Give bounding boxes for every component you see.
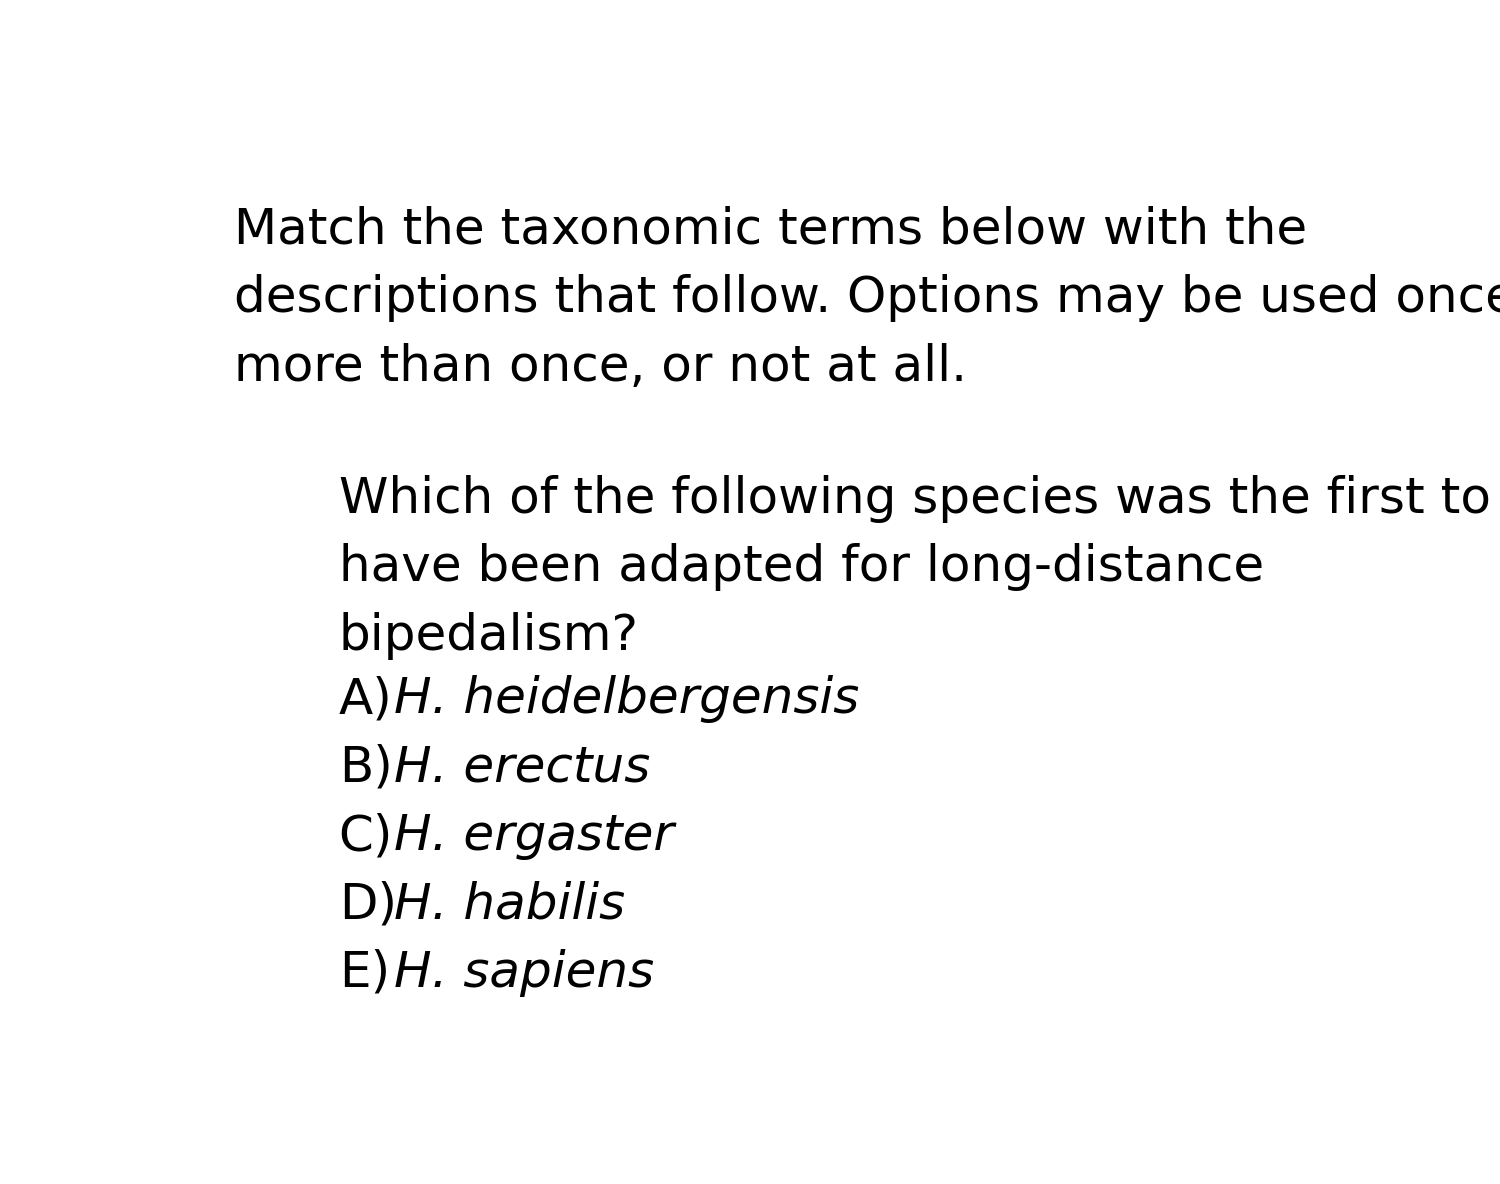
Text: H. ergaster: H. ergaster (394, 812, 675, 860)
Text: more than once, or not at all.: more than once, or not at all. (234, 342, 968, 391)
Text: H. habilis: H. habilis (394, 881, 626, 928)
Text: H. heidelbergensis: H. heidelbergensis (394, 675, 859, 723)
Text: H. sapiens: H. sapiens (394, 948, 654, 997)
Text: Match the taxonomic terms below with the: Match the taxonomic terms below with the (234, 206, 1306, 253)
Text: D): D) (339, 881, 396, 928)
Text: descriptions that follow. Options may be used once,: descriptions that follow. Options may be… (234, 275, 1500, 322)
Text: bipedalism?: bipedalism? (339, 612, 639, 659)
Text: E): E) (339, 948, 390, 997)
Text: A): A) (339, 675, 393, 723)
Text: H. erectus: H. erectus (394, 744, 651, 792)
Text: B): B) (339, 744, 393, 792)
Text: Which of the following species was the first to: Which of the following species was the f… (339, 475, 1491, 523)
Text: C): C) (339, 812, 393, 860)
Text: have been adapted for long-distance: have been adapted for long-distance (339, 543, 1263, 591)
